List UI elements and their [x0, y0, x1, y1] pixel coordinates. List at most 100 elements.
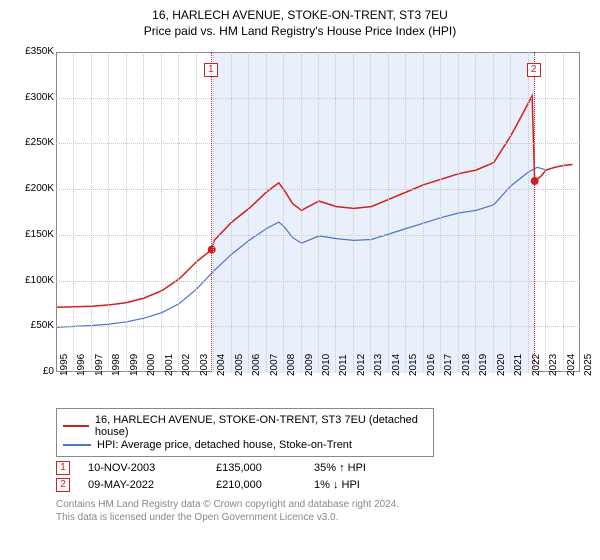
transaction-date: 09-MAY-2022 — [88, 479, 198, 491]
gridline — [161, 52, 162, 372]
y-axis-label: £150K — [10, 229, 54, 240]
x-axis-label: 1998 — [111, 354, 122, 376]
x-axis-label: 1996 — [76, 354, 87, 376]
gridline — [563, 52, 564, 372]
x-axis-label: 2019 — [478, 354, 489, 376]
y-axis-label: £300K — [10, 92, 54, 103]
x-axis-label: 2022 — [531, 354, 542, 376]
x-axis-label: 2024 — [566, 354, 577, 376]
sale-dot — [531, 177, 539, 185]
gridline — [423, 52, 424, 372]
x-axis-label: 2013 — [373, 354, 384, 376]
marker-line — [534, 52, 535, 372]
gridline — [370, 52, 371, 372]
x-axis-label: 2017 — [443, 354, 454, 376]
marker-line — [211, 52, 212, 372]
transaction-marker: 1 — [56, 461, 70, 475]
legend-row: 16, HARLECH AVENUE, STOKE-ON-TRENT, ST3 … — [63, 414, 427, 438]
x-axis-label: 2002 — [181, 354, 192, 376]
gridline — [545, 52, 546, 372]
gridline — [126, 52, 127, 372]
x-axis-label: 1999 — [129, 354, 140, 376]
title-block: 16, HARLECH AVENUE, STOKE-ON-TRENT, ST3 … — [10, 8, 590, 38]
gridline — [353, 52, 354, 372]
table-row: 1 10-NOV-2003 £135,000 35% ↑ HPI — [56, 461, 580, 475]
x-axis-label: 2010 — [321, 354, 332, 376]
gridline — [196, 52, 197, 372]
gridline — [143, 52, 144, 372]
x-axis-label: 2007 — [269, 354, 280, 376]
gridline — [335, 52, 336, 372]
gridline — [213, 52, 214, 372]
gridline — [318, 52, 319, 372]
x-axis-label: 1995 — [59, 354, 70, 376]
y-axis-label: £50K — [10, 320, 54, 331]
x-axis-label: 2021 — [513, 354, 524, 376]
x-axis-label: 2025 — [583, 354, 594, 376]
y-axis-label: £350K — [10, 46, 54, 57]
marker-box: 2 — [527, 63, 541, 77]
transaction-delta: 1% ↓ HPI — [314, 479, 414, 491]
gridline — [91, 52, 92, 372]
title-address: 16, HARLECH AVENUE, STOKE-ON-TRENT, ST3 … — [10, 8, 590, 22]
legend-swatch — [63, 425, 89, 427]
gridline — [388, 52, 389, 372]
y-axis-label: £250K — [10, 137, 54, 148]
chart-area: £0 £50K £100K £150K £200K £250K £300K £350K 1995… — [10, 44, 590, 404]
transactions-table: 1 10-NOV-2003 £135,000 35% ↑ HPI 2 09-MA… — [56, 461, 580, 492]
transaction-delta: 35% ↑ HPI — [314, 462, 414, 474]
gridline — [73, 52, 74, 372]
table-row: 2 09-MAY-2022 £210,000 1% ↓ HPI — [56, 478, 580, 492]
transaction-price: £210,000 — [216, 479, 296, 491]
y-axis-label: £200K — [10, 183, 54, 194]
x-axis-label: 2000 — [146, 354, 157, 376]
footer-line: Contains HM Land Registry data © Crown c… — [56, 498, 580, 511]
x-axis-label: 2001 — [164, 354, 175, 376]
legend-row: HPI: Average price, detached house, Stok… — [63, 439, 427, 451]
sale-dot — [208, 246, 216, 254]
gridline — [178, 52, 179, 372]
gridline — [108, 52, 109, 372]
x-axis-label: 2003 — [199, 354, 210, 376]
x-axis-label: 2004 — [216, 354, 227, 376]
gridline — [440, 52, 441, 372]
legend-label: HPI: Average price, detached house, Stok… — [97, 439, 352, 451]
footer-line: This data is licensed under the Open Gov… — [56, 511, 580, 524]
gridline — [493, 52, 494, 372]
gridline — [510, 52, 511, 372]
x-axis-label: 2016 — [426, 354, 437, 376]
gridline — [458, 52, 459, 372]
gridline — [301, 52, 302, 372]
footer: Contains HM Land Registry data © Crown c… — [56, 498, 580, 524]
legend-label: 16, HARLECH AVENUE, STOKE-ON-TRENT, ST3 … — [95, 414, 427, 438]
gridline — [248, 52, 249, 372]
x-axis-label: 2018 — [461, 354, 472, 376]
legend: 16, HARLECH AVENUE, STOKE-ON-TRENT, ST3 … — [56, 408, 434, 457]
plot-svg — [57, 53, 581, 373]
chart-container: 16, HARLECH AVENUE, STOKE-ON-TRENT, ST3 … — [0, 0, 600, 560]
x-axis-label: 2014 — [391, 354, 402, 376]
legend-swatch — [63, 444, 91, 446]
y-axis-label: £0 — [10, 366, 54, 377]
x-axis-label: 1997 — [94, 354, 105, 376]
gridline — [405, 52, 406, 372]
transaction-date: 10-NOV-2003 — [88, 462, 198, 474]
transaction-price: £135,000 — [216, 462, 296, 474]
x-axis-label: 2008 — [286, 354, 297, 376]
gridline — [283, 52, 284, 372]
x-axis-label: 2015 — [408, 354, 419, 376]
x-axis-label: 2012 — [356, 354, 367, 376]
y-axis-label: £100K — [10, 275, 54, 286]
gridline — [266, 52, 267, 372]
gridline — [528, 52, 529, 372]
title-subtitle: Price paid vs. HM Land Registry's House … — [10, 24, 590, 38]
x-axis-label: 2011 — [338, 354, 349, 376]
x-axis-label: 2020 — [496, 354, 507, 376]
transaction-marker: 2 — [56, 478, 70, 492]
gridline — [231, 52, 232, 372]
marker-box: 1 — [204, 63, 218, 77]
x-axis-label: 2009 — [304, 354, 315, 376]
x-axis-label: 2023 — [548, 354, 559, 376]
gridline — [475, 52, 476, 372]
x-axis-label: 2006 — [251, 354, 262, 376]
